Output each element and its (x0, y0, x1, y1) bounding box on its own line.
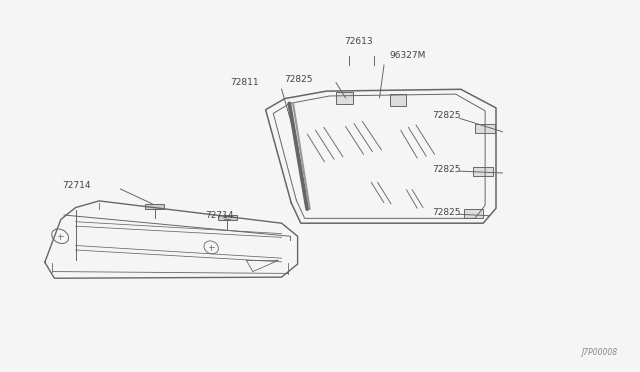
Text: 72613: 72613 (344, 37, 372, 46)
FancyBboxPatch shape (464, 209, 483, 218)
FancyBboxPatch shape (473, 167, 493, 176)
Text: 72811: 72811 (230, 78, 259, 87)
Text: 72825: 72825 (432, 165, 461, 174)
Text: J7P00008: J7P00008 (582, 348, 618, 357)
Text: 72714: 72714 (62, 182, 91, 190)
FancyBboxPatch shape (475, 124, 495, 133)
Text: 72825: 72825 (432, 111, 461, 120)
FancyBboxPatch shape (218, 215, 237, 220)
FancyBboxPatch shape (145, 204, 164, 209)
FancyBboxPatch shape (390, 94, 406, 106)
Text: 96327M: 96327M (389, 51, 426, 60)
FancyBboxPatch shape (336, 92, 353, 104)
Text: 72714: 72714 (205, 211, 234, 219)
Text: 72825: 72825 (432, 208, 461, 217)
Text: 72825: 72825 (284, 76, 312, 84)
